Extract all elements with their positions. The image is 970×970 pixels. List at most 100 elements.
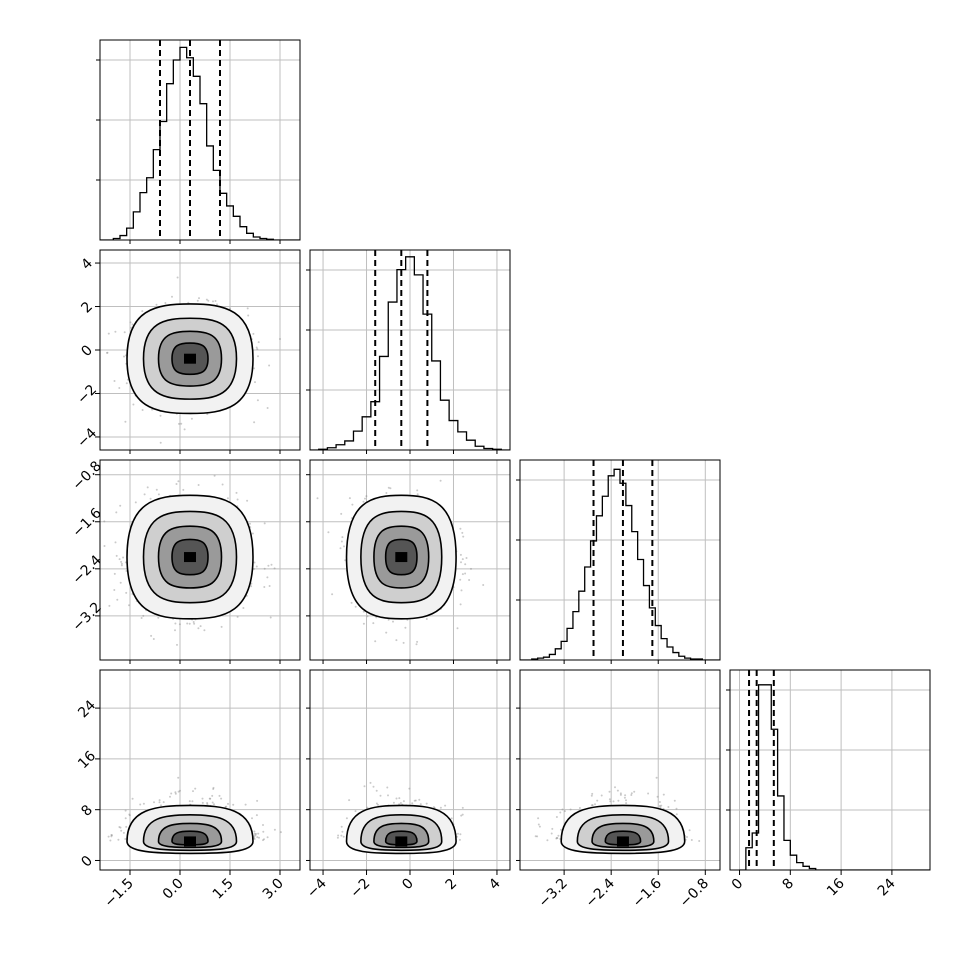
scatter-point <box>561 808 564 811</box>
scatter-point <box>220 797 223 800</box>
scatter-point <box>118 826 121 828</box>
scatter-point <box>122 556 125 559</box>
scatter-point <box>658 805 661 807</box>
scatter-point <box>160 804 162 807</box>
scatter-point <box>140 617 143 619</box>
scatter-point <box>464 572 467 575</box>
scatter-point <box>194 787 197 790</box>
scatter-point <box>470 567 472 570</box>
scatter-point <box>270 563 273 566</box>
scatter-point <box>386 786 389 789</box>
panel-frame <box>99 459 301 661</box>
scatter-point <box>178 422 180 425</box>
panel-content <box>94 460 300 660</box>
scatter-point <box>179 789 181 792</box>
scatter-point <box>220 625 223 628</box>
scatter-point <box>372 785 375 788</box>
scatter-point <box>94 598 96 600</box>
scatter-point <box>117 838 120 841</box>
scatter-point <box>106 351 108 354</box>
scatter-point <box>279 338 281 340</box>
scatter-point <box>171 295 173 298</box>
scatter-point <box>125 591 128 594</box>
scatter-point <box>673 799 676 802</box>
scatter-point <box>460 814 463 817</box>
scatter-point <box>197 627 200 630</box>
scatter-point <box>199 625 202 628</box>
scatter-point <box>408 787 411 790</box>
scatter-point <box>139 803 142 806</box>
scatter-point <box>175 483 178 485</box>
scatter-point <box>158 799 161 802</box>
scatter-point <box>110 835 113 838</box>
scatter-point <box>344 559 347 562</box>
scatter-point <box>402 641 405 644</box>
scatter-point <box>256 836 259 839</box>
contour-line <box>171 538 209 576</box>
scatter-point <box>555 837 558 840</box>
scatter-point <box>263 838 265 841</box>
scatter-point <box>340 834 343 837</box>
scatter-point <box>343 545 345 548</box>
scatter-point <box>253 838 256 840</box>
contour-line <box>384 830 418 846</box>
scatter-point <box>177 790 180 793</box>
scatter-point <box>125 382 128 385</box>
scatter-point <box>120 829 123 832</box>
scatter-point <box>213 803 215 806</box>
scatter-point <box>197 484 200 486</box>
scatter-point <box>114 330 117 333</box>
panel-content <box>100 250 300 450</box>
scatter-point <box>267 564 270 567</box>
contour-line <box>142 510 238 604</box>
scatter-point <box>180 422 183 425</box>
scatter-point <box>402 800 405 803</box>
scatter-point <box>190 417 193 420</box>
contour-line <box>126 303 254 415</box>
scatter-point <box>348 799 351 802</box>
scatter-point <box>253 832 256 835</box>
scatter-point <box>395 797 398 800</box>
scatter-point <box>460 589 463 592</box>
scatter-point <box>366 806 369 809</box>
scatter-point <box>186 622 189 625</box>
scatter-point <box>389 487 392 490</box>
scatter-point <box>253 835 256 838</box>
scatter-point <box>131 323 134 326</box>
scatter-point <box>557 834 560 837</box>
scatter-point <box>255 346 258 349</box>
scatter-point <box>107 835 110 838</box>
scatter-point <box>365 495 368 498</box>
scatter-point <box>177 480 180 483</box>
scatter-point <box>340 540 343 543</box>
scatter-point <box>109 839 112 842</box>
scatter-point <box>164 302 167 304</box>
scatter-point <box>459 603 462 606</box>
contour-line <box>157 330 223 387</box>
scatter-point <box>266 576 269 579</box>
panel-content <box>310 670 510 870</box>
scatter-point <box>247 314 250 317</box>
density-peak <box>184 552 196 563</box>
scatter-point <box>174 791 177 794</box>
scatter-point <box>122 831 125 834</box>
scatter-point <box>128 814 131 817</box>
scatter-point <box>331 593 334 596</box>
scatter-point <box>226 497 229 500</box>
scatter-point <box>142 614 145 617</box>
panel-content <box>100 670 300 870</box>
scatter-point <box>686 836 688 838</box>
panel-0-3 <box>99 669 301 871</box>
scatter-point <box>340 825 343 828</box>
panel-content <box>310 460 510 660</box>
scatter-point <box>206 413 209 416</box>
scatter-point <box>619 792 622 795</box>
scatter-point <box>242 607 245 609</box>
scatter-point <box>188 622 191 625</box>
scatter-point <box>537 823 540 826</box>
scatter-point <box>262 830 265 833</box>
scatter-point <box>253 367 255 370</box>
contour-line <box>171 342 209 376</box>
scatter-point <box>151 408 154 411</box>
scatter-point <box>327 531 330 534</box>
